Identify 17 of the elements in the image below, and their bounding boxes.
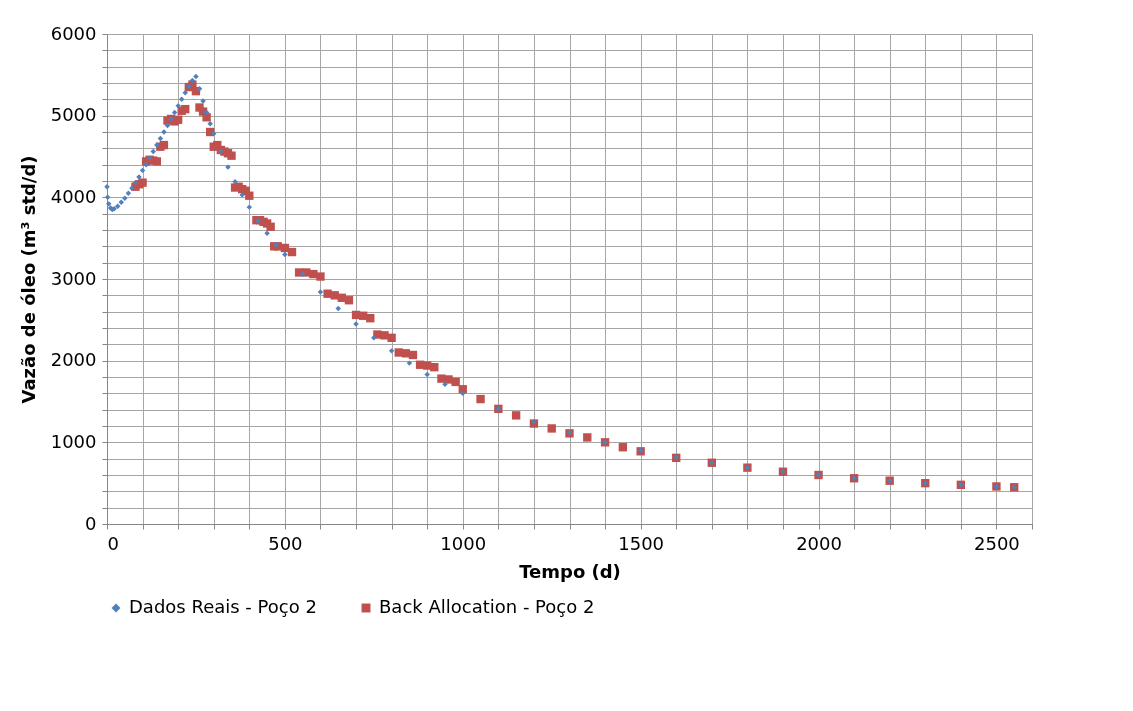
y-tick-label: 1000 (50, 430, 97, 452)
x-tick-label: 500 (268, 532, 303, 554)
x-tick-label: 2000 (796, 532, 842, 554)
y-axis-title: Vazão de óleo (m³ std/d) (17, 155, 39, 404)
x-tick-label: 0 (107, 532, 119, 554)
y-tick-label: 0 (85, 512, 97, 534)
y-tick-label: 6000 (50, 22, 97, 44)
y-tick-label: 3000 (50, 267, 97, 289)
x-tick-label: 1500 (618, 532, 665, 554)
x-axis-title: Tempo (d) (519, 560, 621, 582)
legend-label: Dados Reais - Poço 2 (129, 596, 317, 617)
legend-label: Back Allocation - Poço 2 (379, 596, 595, 617)
y-tick-label: 4000 (50, 185, 97, 207)
x-tick-label: 1000 (440, 532, 487, 554)
y-tick-label: 5000 (50, 104, 97, 126)
x-tick-label: 2500 (974, 532, 1020, 554)
y-tick-label: 2000 (50, 349, 97, 371)
